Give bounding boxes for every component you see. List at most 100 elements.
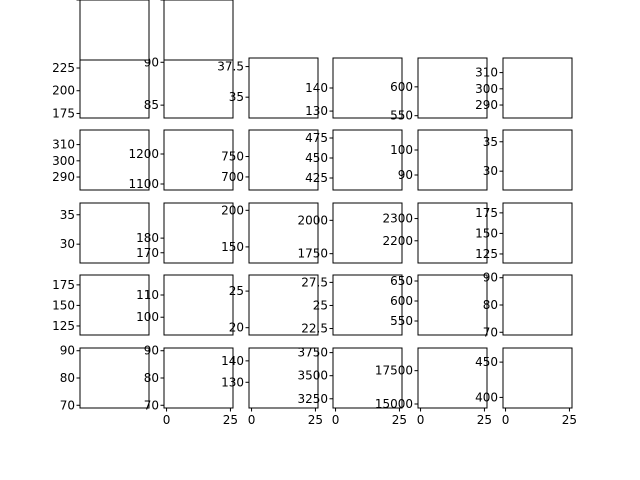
y-tick-label: 3500 [297, 369, 328, 383]
y-tick-label: 225 [52, 61, 75, 75]
axes-frame [502, 57, 573, 119]
y-tick-label: 200 [221, 203, 244, 217]
subplot-30: 400 450 0 25 [475, 347, 577, 427]
axes-frame [502, 347, 573, 409]
y-tick-label: 150 [52, 298, 75, 312]
y-tick-label: 37.5 [217, 60, 244, 74]
axes-frame [163, 202, 234, 264]
y-tick-label: 85 [144, 98, 159, 112]
y-tick-label: 2300 [382, 212, 413, 226]
y-tick-label: 35 [60, 208, 75, 222]
y-tick-label: 1200 [128, 147, 159, 161]
x-tick-label: 25 [477, 413, 492, 427]
y-tick-label: 70 [144, 398, 159, 412]
subplot-3: 35 37.5 [217, 57, 319, 119]
y-tick-label: 130 [305, 104, 328, 118]
subplot-8: 1100 1200 [128, 129, 234, 191]
y-tick-label: 90 [398, 168, 413, 182]
x-tick-label: 25 [139, 0, 154, 3]
subplot-17: 2200 2300 [382, 202, 488, 264]
subplot-6: 290 300 310 [475, 57, 573, 119]
y-tick-label: 25 [229, 284, 244, 298]
x-tick-label: 0 [502, 413, 510, 427]
axes-frame [417, 202, 488, 264]
subplot-29: 15000 17500 0 25 [375, 347, 492, 427]
subplot-5: 550 600 [390, 57, 488, 123]
axes-frame [79, 0, 150, 61]
axes-frame [248, 347, 319, 409]
axes-frame [502, 202, 573, 264]
subplot-1: 175 200 225 [52, 57, 150, 120]
x-tick-label: 0 [163, 0, 171, 3]
subplot-10: 425 450 475 [305, 129, 403, 191]
y-tick-label: 1750 [297, 247, 328, 261]
y-tick-label: 80 [60, 371, 75, 385]
y-tick-label: 20 [229, 321, 244, 335]
y-tick-label: 125 [52, 319, 75, 333]
y-tick-label: 27.5 [301, 275, 328, 289]
y-tick-label: 1100 [128, 177, 159, 191]
y-tick-label: 200 [52, 84, 75, 98]
y-tick-label: 125 [475, 247, 498, 261]
y-tick-label: 310 [475, 66, 498, 80]
y-tick-label: 2200 [382, 234, 413, 248]
y-tick-label: 30 [483, 164, 498, 178]
subplot-27: 130 140 0 25 [221, 347, 323, 427]
x-tick-label: 25 [223, 0, 238, 3]
subplot-26: 70 80 90 0 25 [144, 344, 238, 427]
axes-frame [163, 129, 234, 191]
x-tick-label: 0 [79, 0, 87, 3]
axes-frame [417, 347, 488, 409]
y-tick-label: 750 [221, 150, 244, 164]
y-tick-label: 2200 [44, 0, 75, 3]
axes-frame [332, 274, 403, 336]
y-tick-label: 175 [52, 106, 75, 120]
axes-frame [417, 274, 488, 336]
subplot-7: 290 300 310 [52, 129, 150, 191]
axes-frame [332, 57, 403, 119]
y-tick-label: 3250 [297, 392, 328, 406]
y-tick-label: 290 [52, 170, 75, 184]
y-tick-label: 150 [221, 240, 244, 254]
y-tick-label: 550 [390, 314, 413, 328]
y-tick-label: 300 [475, 82, 498, 96]
axes-frame [332, 129, 403, 191]
y-tick-label: 170 [136, 246, 159, 260]
y-tick-label: 650 [390, 274, 413, 288]
subplot-11: 90 100 [390, 129, 488, 191]
y-tick-label: 15000 [375, 397, 413, 411]
y-tick-label: 300 [52, 154, 75, 168]
y-tick-label: 2200 [128, 0, 159, 3]
y-tick-label: 100 [390, 143, 413, 157]
y-tick-label: 290 [475, 98, 498, 112]
axes-frame [332, 347, 403, 409]
axes-frame [248, 57, 319, 119]
axes-frame [163, 0, 234, 61]
subplot-13: 30 35 [60, 202, 150, 264]
y-tick-label: 400 [475, 390, 498, 404]
y-tick-label: 3750 [297, 346, 328, 360]
y-tick-label: 30 [60, 237, 75, 251]
x-tick-label: 0 [417, 413, 425, 427]
axes-frame [248, 202, 319, 264]
axes-frame [79, 57, 150, 119]
y-tick-label: 80 [144, 371, 159, 385]
x-tick-label: 0 [163, 413, 171, 427]
x-tick-label: 25 [392, 413, 407, 427]
x-tick-label: 25 [562, 413, 577, 427]
x-tick-label: 0 [248, 413, 256, 427]
axes-frame [502, 129, 573, 191]
axes-frame [248, 129, 319, 191]
y-tick-label: 180 [136, 231, 159, 245]
y-tick-label: 90 [60, 344, 75, 358]
subplot-16: 1750 2000 [297, 202, 403, 264]
y-tick-label: 310 [52, 138, 75, 152]
subplot-12: 30 35 [483, 129, 573, 191]
y-tick-label: 22.5 [301, 322, 328, 336]
y-tick-label: 2100 [128, 0, 159, 3]
y-tick-label: 25 [313, 298, 328, 312]
axes-frame [79, 347, 150, 409]
y-tick-label: 2100 [44, 0, 75, 3]
